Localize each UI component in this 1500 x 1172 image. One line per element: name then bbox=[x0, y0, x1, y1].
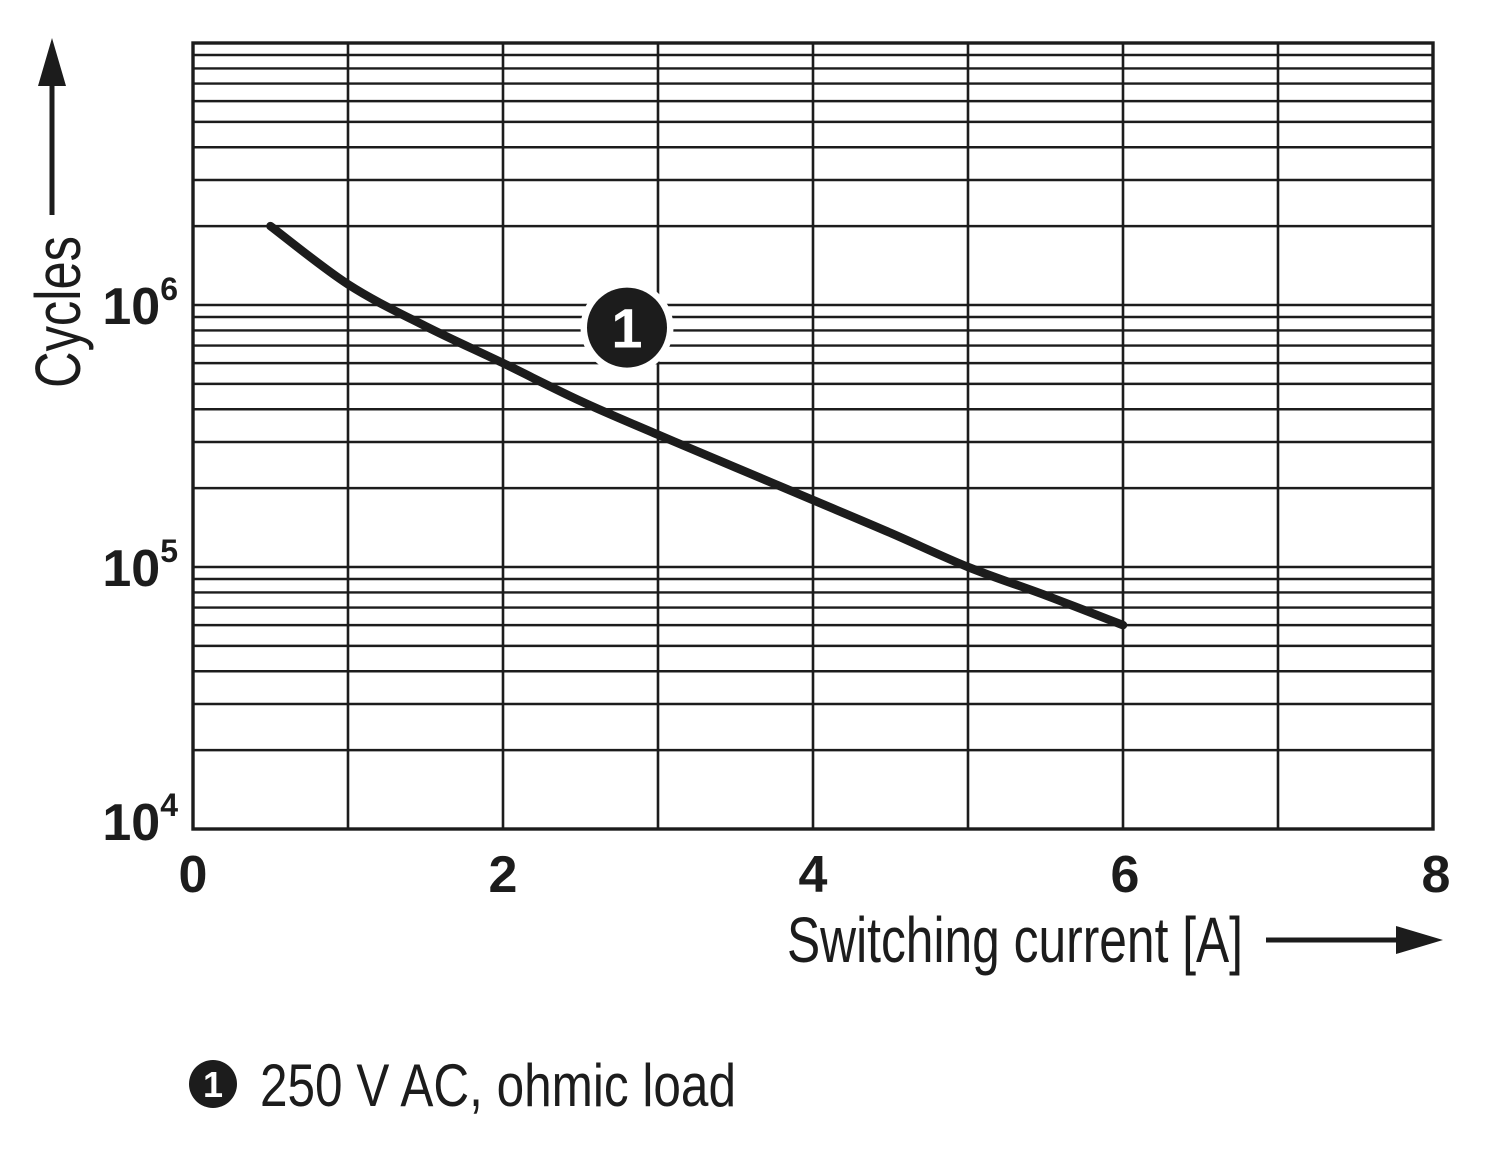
marker-number: 1 bbox=[611, 297, 642, 360]
legend: 1 250 V AC, ohmic load bbox=[189, 1052, 736, 1119]
y-tick-1e6-exp: 6 bbox=[160, 271, 178, 307]
y-tick-1e4: 104 bbox=[102, 787, 178, 852]
y-tick-1e4-base: 10 bbox=[102, 794, 160, 852]
y-tick-1e5-exp: 5 bbox=[160, 533, 178, 569]
x-axis-arrow-icon bbox=[1266, 926, 1443, 954]
y-tick-1e4-exp: 4 bbox=[160, 787, 178, 823]
curve-marker-1: 1 bbox=[580, 281, 674, 375]
x-axis-title: Switching current [A] bbox=[787, 904, 1243, 976]
life-expectancy-curve bbox=[266, 221, 1128, 630]
y-axis-arrow-icon bbox=[38, 38, 66, 215]
y-tick-1e5-base: 10 bbox=[102, 540, 160, 598]
legend-label: 250 V AC, ohmic load bbox=[260, 1052, 736, 1119]
y-axis-title: Cycles bbox=[22, 236, 94, 388]
marker-circle bbox=[587, 287, 667, 368]
legend-marker-circle bbox=[189, 1060, 237, 1108]
x-tick-0: 0 bbox=[179, 846, 208, 904]
y-tick-1e6-base: 10 bbox=[102, 278, 160, 336]
x-tick-2: 2 bbox=[489, 846, 518, 904]
x-tick-8: 8 bbox=[1422, 846, 1451, 904]
y-tick-1e6: 106 bbox=[102, 271, 178, 336]
grid bbox=[191, 41, 1435, 831]
x-tick-4: 4 bbox=[799, 846, 828, 904]
x-tick-6: 6 bbox=[1111, 846, 1140, 904]
legend-marker-number: 1 bbox=[203, 1064, 223, 1105]
plot-border bbox=[191, 41, 1435, 831]
y-tick-1e5: 105 bbox=[102, 533, 178, 598]
